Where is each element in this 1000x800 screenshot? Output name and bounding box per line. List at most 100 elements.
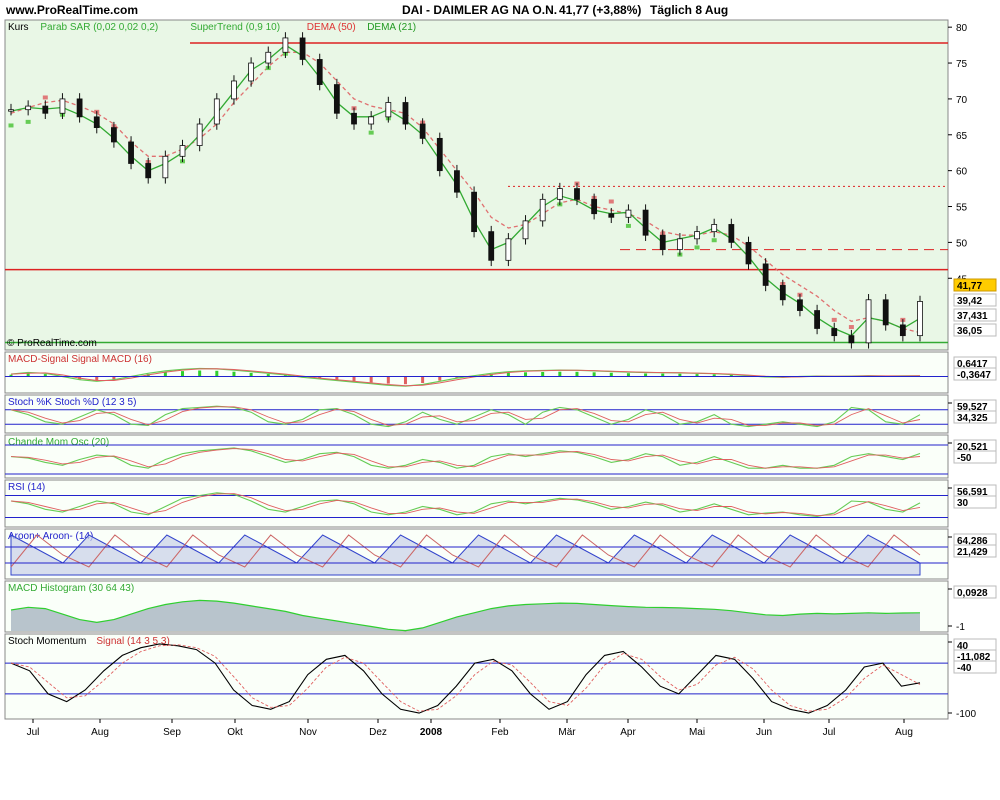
macd-bar-39 <box>678 373 682 377</box>
candle-body-19 <box>333 84 340 114</box>
sar-dot-35 <box>608 199 614 204</box>
candle-body-49 <box>848 335 855 344</box>
ytick-price-5: 55 <box>956 203 968 214</box>
ytick-price-1: 75 <box>956 59 968 70</box>
value-label-aroon-1: 21,429 <box>957 547 988 558</box>
value-box-price-1 <box>953 293 997 307</box>
value-label-stoch-1: 34,325 <box>957 413 988 424</box>
xtick-3: Okt <box>227 727 243 738</box>
candle-body-5 <box>93 116 100 129</box>
aroon-down-line <box>10 534 921 568</box>
candle-body-25 <box>436 137 443 172</box>
sar-dot-36 <box>625 223 631 228</box>
macd-bar-11 <box>198 370 202 377</box>
value-label-stochmom-1: -11,082 <box>957 652 991 663</box>
macd-bar-26 <box>455 376 459 379</box>
cmo-signal <box>10 448 921 469</box>
ytick-stochmom-1: -100 <box>956 709 976 720</box>
ytick-price-0: 80 <box>956 23 968 34</box>
macd-bar-32 <box>558 371 562 377</box>
candle-body-13 <box>231 80 237 100</box>
value-label-rsi-1: 30 <box>957 498 969 509</box>
macd-bar-29 <box>506 372 510 377</box>
value-label-macd-1: -0,3647 <box>957 370 991 381</box>
value-box-price-2 <box>953 308 997 322</box>
value-label-price-0: 41,77 <box>957 281 982 292</box>
candle-body-8 <box>145 163 152 179</box>
macd-bar-10 <box>181 371 185 377</box>
xtick-8: Mär <box>558 727 576 738</box>
candle-body-7 <box>128 141 134 164</box>
legend-stoch-0: Stoch %K Stoch %D (12 3 5) <box>8 397 136 408</box>
value-box-rsi-1 <box>953 495 997 509</box>
value-box-macd-1 <box>953 367 997 381</box>
macd-bar-24 <box>421 376 425 383</box>
candle-body-15 <box>265 51 272 64</box>
macdhist-line <box>10 599 921 632</box>
stoch-signal <box>10 406 921 426</box>
sar-dot-2 <box>42 95 48 100</box>
candle-body-43 <box>745 241 752 265</box>
candle-body-44 <box>762 263 769 286</box>
macd-bar-40 <box>695 374 699 377</box>
candle-body-9 <box>162 155 169 179</box>
candle-body-52 <box>899 324 906 337</box>
candle-body-16 <box>282 37 289 53</box>
candle-body-4 <box>76 98 83 118</box>
candle-body-50 <box>865 299 872 344</box>
rsi-signal <box>10 493 921 517</box>
macd-bar-41 <box>712 374 716 377</box>
value-label-cmo-1: -50 <box>957 453 972 464</box>
legend-macd-0: MACD-Signal Signal MACD (16) <box>8 354 152 365</box>
macd-bar-9 <box>163 372 167 377</box>
aroon-up-area <box>10 534 921 576</box>
stochmom-line <box>10 643 921 714</box>
candle-body-1 <box>25 105 32 111</box>
macd-bar-22 <box>386 376 390 384</box>
candle-body-18 <box>316 59 323 85</box>
macd-bar-25 <box>438 376 442 381</box>
candle-body-36 <box>625 209 632 218</box>
rsi-line <box>10 492 921 517</box>
xtick-10: Mai <box>689 727 705 738</box>
sar-dot-21 <box>368 130 374 135</box>
legend-price-1: Parab SAR (0,02 0,02 0,2) <box>40 22 158 33</box>
candle-body-37 <box>642 209 649 236</box>
macd-bar-19 <box>335 376 339 380</box>
value-box-cmo-1 <box>953 450 997 464</box>
legend-aroon-0: Aroon+ Aroon- (14) <box>8 531 93 542</box>
macd-bar-15 <box>266 374 270 377</box>
candle-body-32 <box>556 188 563 200</box>
xtick-1: Aug <box>91 727 109 738</box>
macd-bar-34 <box>592 372 596 377</box>
candle-body-41 <box>711 224 718 233</box>
value-label-price-3: 36,05 <box>957 326 982 337</box>
ytick-price-3: 65 <box>956 131 968 142</box>
value-label-stoch-0: 59,527 <box>957 402 988 413</box>
candle-body-22 <box>385 102 392 118</box>
value-box-aroon-1 <box>953 544 997 558</box>
macd-bar-23 <box>403 376 407 385</box>
panel-cmo <box>4 434 949 479</box>
candle-body-6 <box>111 127 117 143</box>
xtick-5: Dez <box>369 727 387 738</box>
value-label-macdhist-0: 0,0928 <box>957 588 988 599</box>
xtick-7: Feb <box>491 727 509 738</box>
xtick-11: Jun <box>756 727 772 738</box>
candle-body-20 <box>351 112 357 125</box>
legend-macdhist-0: MACD Histogram (30 64 43) <box>8 583 134 594</box>
value-label-rsi-0: 56,591 <box>957 487 988 498</box>
site-url[interactable]: www.ProRealTime.com <box>5 3 138 17</box>
ytick-price-4: 60 <box>956 167 968 178</box>
candle-body-14 <box>248 62 255 82</box>
xtick-9: Apr <box>620 727 636 738</box>
legend-stochmom-1: Signal (14 3 5 3) <box>96 636 169 647</box>
candle-body-38 <box>659 234 666 250</box>
macd-bar-13 <box>232 371 236 377</box>
sar-dot-1 <box>25 119 31 124</box>
candle-body-27 <box>471 191 477 233</box>
candle-body-12 <box>213 98 220 125</box>
xtick-13: Aug <box>895 727 913 738</box>
ytick-price-2: 70 <box>956 95 968 106</box>
candle-body-47 <box>814 310 820 329</box>
